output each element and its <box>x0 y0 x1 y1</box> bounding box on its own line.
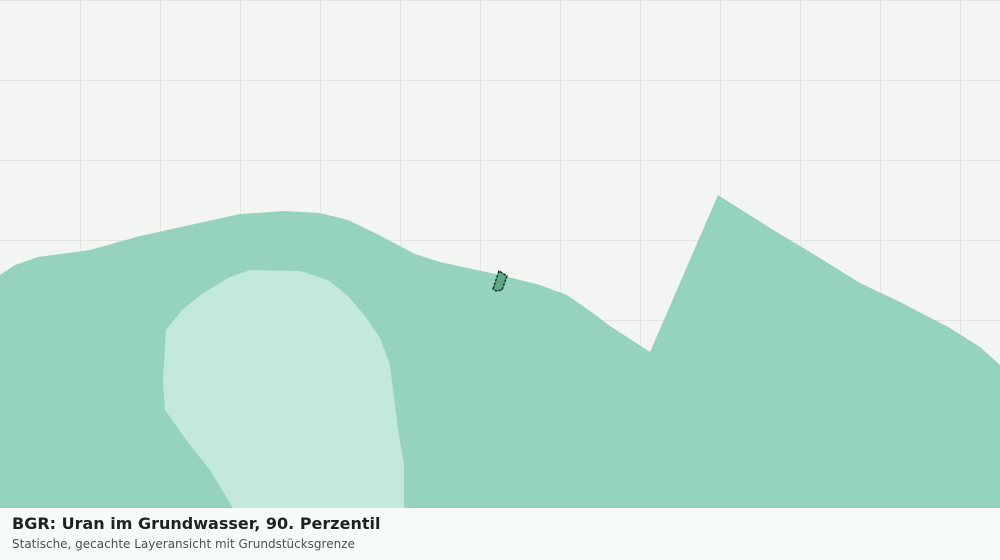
map-canvas <box>0 0 1000 508</box>
parcel-boundary <box>492 269 508 292</box>
layer-title: BGR: Uran im Grundwasser, 90. Perzentil <box>12 514 381 533</box>
layer-legend: BGR: Uran im Grundwasser, 90. Perzentil … <box>0 508 1000 560</box>
uranium-zone-low <box>163 270 404 508</box>
layer-subtitle: Statische, gecachte Layeransicht mit Gru… <box>12 537 355 551</box>
